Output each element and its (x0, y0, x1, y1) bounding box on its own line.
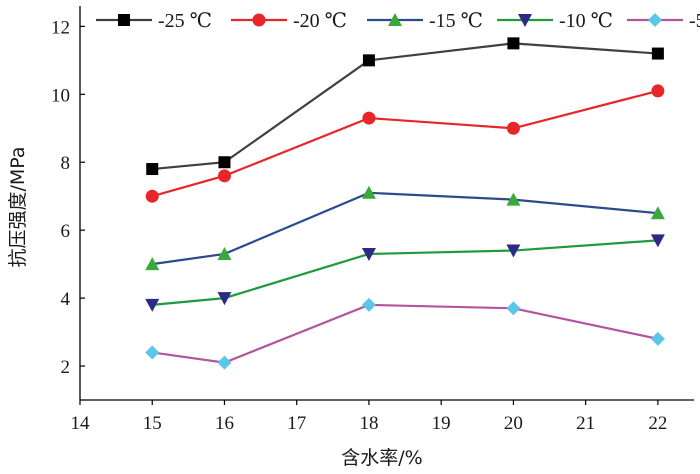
axes (79, 6, 694, 401)
data-point (651, 47, 664, 60)
y-tick-label: 10 (51, 85, 70, 106)
data-point (506, 192, 521, 206)
y-tick-label: 12 (51, 17, 70, 38)
data-point (506, 244, 521, 258)
series-layer (145, 37, 665, 370)
x-axis-title: 含水率/% (341, 447, 422, 469)
x-tick-label: 20 (504, 413, 523, 434)
data-point (362, 54, 375, 67)
data-point (650, 234, 665, 248)
series-line (152, 42, 658, 171)
y-tick-label: 2 (61, 357, 71, 378)
legend-marker (388, 13, 402, 26)
y-tick-label: 6 (61, 221, 71, 242)
x-tick-label: 15 (143, 413, 162, 434)
legend-label: -10 ℃ (559, 10, 613, 32)
data-point (650, 331, 665, 346)
series-3 (145, 234, 665, 312)
y-axis-title: 抗压强度/MPa (7, 146, 29, 267)
data-point (361, 185, 376, 199)
data-point (506, 301, 521, 316)
y-axis-ticks: 2 4 6 8 10 12 (51, 17, 85, 378)
x-tick-label: 14 (71, 413, 91, 434)
x-tick-label: 22 (648, 413, 667, 434)
legend-label: -5 ℃ (689, 10, 700, 32)
data-point (217, 246, 232, 260)
legend-item: -20 ℃ (231, 10, 347, 32)
data-point (361, 247, 376, 261)
data-point (506, 121, 520, 135)
series-1 (145, 84, 665, 203)
series-line (152, 303, 659, 364)
y-tick-label: 8 (61, 153, 71, 174)
series-4 (145, 297, 665, 370)
legend-item: -10 ℃ (497, 10, 613, 32)
legend-marker (118, 14, 130, 26)
data-point (217, 169, 231, 183)
data-point (651, 84, 665, 98)
x-axis-ticks: 14 15 16 17 18 19 20 21 22 (71, 400, 667, 434)
y-tick-label: 4 (61, 289, 71, 310)
data-point (217, 355, 232, 370)
x-tick-label: 18 (359, 413, 378, 434)
data-point (507, 37, 520, 50)
legend-item: -25 ℃ (96, 10, 212, 32)
legend-item: -15 ℃ (367, 10, 483, 32)
legend-label: -25 ℃ (158, 10, 212, 32)
data-point (146, 163, 159, 176)
series-0 (146, 37, 664, 176)
legend-label: -20 ℃ (293, 10, 347, 32)
legend-marker (518, 14, 532, 27)
x-tick-label: 17 (287, 413, 306, 434)
x-tick-label: 16 (215, 413, 234, 434)
data-point (362, 111, 376, 125)
data-point (145, 345, 160, 360)
data-point (650, 206, 665, 220)
data-point (145, 298, 160, 312)
data-point (218, 156, 231, 169)
data-point (145, 189, 159, 203)
legend-label: -15 ℃ (429, 10, 483, 32)
data-point (361, 297, 376, 312)
x-tick-label: 21 (576, 413, 595, 434)
series-2 (145, 185, 665, 271)
legend-item: -5 ℃ (627, 10, 700, 32)
data-point (217, 292, 232, 306)
data-point (145, 257, 160, 271)
legend-marker (252, 13, 266, 27)
x-tick-label: 19 (432, 413, 451, 434)
legend-marker (648, 13, 662, 27)
legend: -25 ℃ -20 ℃ -15 ℃ -10 ℃ -5 ℃ (96, 10, 700, 32)
